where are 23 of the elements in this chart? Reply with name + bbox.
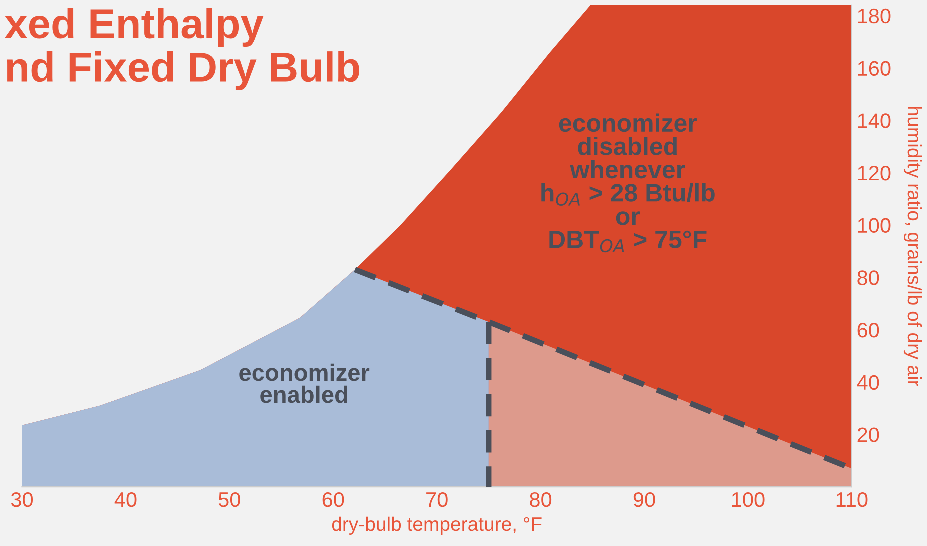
y-tick-label: 60 (858, 323, 880, 338)
y-tick-label: 40 (857, 375, 880, 390)
y-tick-label: 100 (858, 218, 891, 234)
x-axis-title: dry-bulb temperature, °F (332, 516, 542, 535)
y-tick-label: 20 (858, 428, 880, 442)
y-tick-label: 140 (858, 114, 891, 128)
x-tick-label: 50 (218, 492, 240, 508)
x-tick-label: 80 (530, 492, 552, 508)
x-tick-label: 90 (634, 492, 656, 508)
y-axis-title: humidity ratio, grains/lb of dry air (904, 107, 922, 386)
y-tick-label: 120 (858, 166, 891, 181)
y-tick-label: 180 (858, 8, 891, 24)
x-tick-label: 40 (114, 492, 137, 508)
y-tick-label: 80 (858, 270, 880, 286)
y-tick-label: 160 (858, 61, 891, 76)
x-tick-label: 110 (836, 492, 868, 508)
x-tick-label: 30 (11, 492, 34, 508)
annotation: economizer enabled (240, 364, 370, 404)
x-tick-label: 70 (426, 492, 448, 508)
text: economizer disabled whenever h$_{OA}$ > 28 Btu/lb or DBT$_{OA}$ > 75°F (542, 114, 715, 253)
text: xed Enthalpy nd Fixed Dry Bulb (4, 8, 360, 90)
x-tick-label: 60 (322, 492, 344, 508)
x-tick-label: 100 (732, 492, 765, 508)
